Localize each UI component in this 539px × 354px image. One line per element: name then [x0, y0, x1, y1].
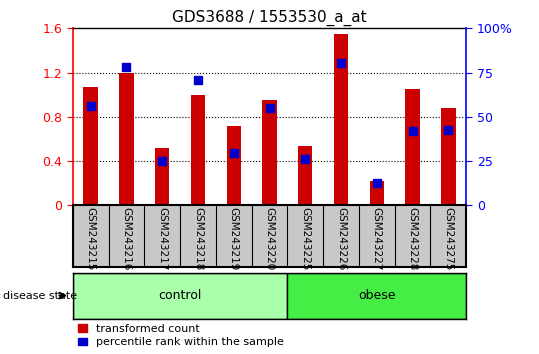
Point — [122, 64, 131, 70]
Point — [444, 127, 453, 133]
Bar — [119, 73, 134, 205]
Bar — [405, 89, 420, 205]
Bar — [334, 34, 348, 205]
Text: GSM243219: GSM243219 — [229, 207, 239, 270]
Bar — [441, 108, 455, 205]
Bar — [155, 148, 169, 205]
Point — [158, 158, 167, 164]
Text: disease state: disease state — [3, 291, 77, 301]
Title: GDS3688 / 1553530_a_at: GDS3688 / 1553530_a_at — [172, 9, 367, 25]
Point — [86, 103, 95, 109]
Point — [194, 78, 202, 83]
Bar — [287, 273, 466, 319]
Text: GSM243216: GSM243216 — [121, 207, 132, 270]
Point — [408, 129, 417, 134]
Bar — [73, 273, 287, 319]
Text: GSM243215: GSM243215 — [86, 207, 95, 270]
Legend: transformed count, percentile rank within the sample: transformed count, percentile rank withi… — [78, 324, 284, 348]
Bar — [370, 181, 384, 205]
Point — [265, 105, 274, 111]
Point — [372, 180, 381, 186]
Text: GSM243225: GSM243225 — [300, 207, 310, 270]
Text: obese: obese — [358, 289, 396, 302]
Point — [230, 150, 238, 156]
Text: GSM243226: GSM243226 — [336, 207, 346, 270]
Bar — [298, 145, 313, 205]
Text: control: control — [158, 289, 202, 302]
Text: GSM243228: GSM243228 — [407, 207, 418, 270]
Text: GSM243218: GSM243218 — [193, 207, 203, 270]
Bar — [262, 100, 277, 205]
Point — [301, 156, 309, 162]
Text: GSM243217: GSM243217 — [157, 207, 167, 270]
Text: GSM243220: GSM243220 — [265, 207, 274, 270]
Bar — [226, 126, 241, 205]
Point — [337, 60, 345, 65]
Text: GSM243275: GSM243275 — [444, 207, 453, 270]
Text: GSM243227: GSM243227 — [372, 207, 382, 270]
Bar — [191, 95, 205, 205]
Bar — [84, 87, 98, 205]
